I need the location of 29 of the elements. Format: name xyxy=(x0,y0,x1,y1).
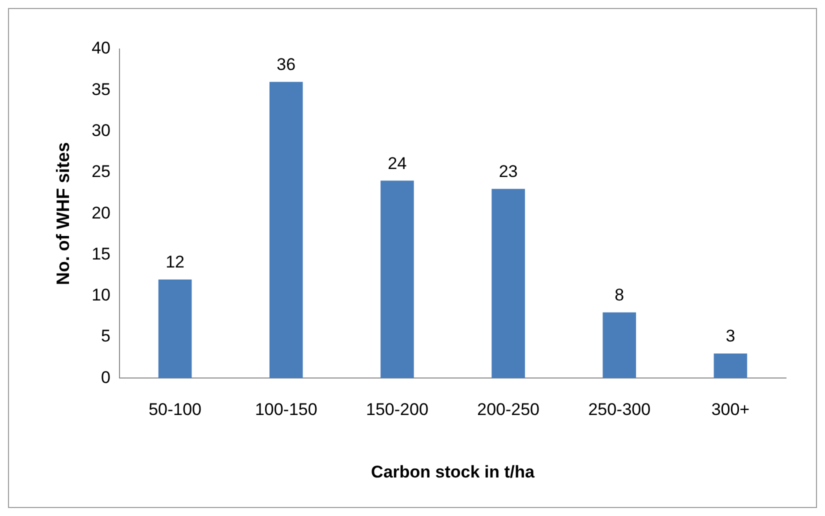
y-tick-label: 25 xyxy=(92,162,111,182)
bar xyxy=(602,312,636,378)
bar xyxy=(380,180,414,378)
data-label: 23 xyxy=(498,162,518,182)
x-tick-label: 100-150 xyxy=(254,400,318,420)
bar xyxy=(492,188,525,378)
data-label: 3 xyxy=(726,326,736,346)
data-label: 8 xyxy=(614,286,624,305)
y-tick-label: 0 xyxy=(101,368,111,387)
x-tick-label: 200-250 xyxy=(477,400,540,420)
x-tick-label: 250-300 xyxy=(588,400,651,420)
data-label: 24 xyxy=(388,154,407,173)
y-tick-label: 5 xyxy=(101,326,111,346)
y-tick-label: 40 xyxy=(92,38,111,58)
y-tick-label: 35 xyxy=(92,80,111,99)
y-tick-label: 15 xyxy=(92,244,111,264)
bar xyxy=(269,82,303,378)
x-axis-title: Carbon stock in t/ha xyxy=(371,462,535,482)
y-axis-title: No. of WHF sites xyxy=(52,142,73,286)
x-tick-label: 300+ xyxy=(711,400,750,420)
data-label: 36 xyxy=(276,55,296,74)
bar xyxy=(714,354,748,378)
y-tick-label: 10 xyxy=(92,286,111,305)
data-label: 12 xyxy=(166,252,185,272)
x-tick-label: 50-100 xyxy=(148,400,202,420)
x-tick-label: 150-200 xyxy=(366,400,428,420)
y-tick-label: 20 xyxy=(92,203,111,222)
bar xyxy=(158,279,192,378)
y-tick-label: 30 xyxy=(92,120,111,140)
